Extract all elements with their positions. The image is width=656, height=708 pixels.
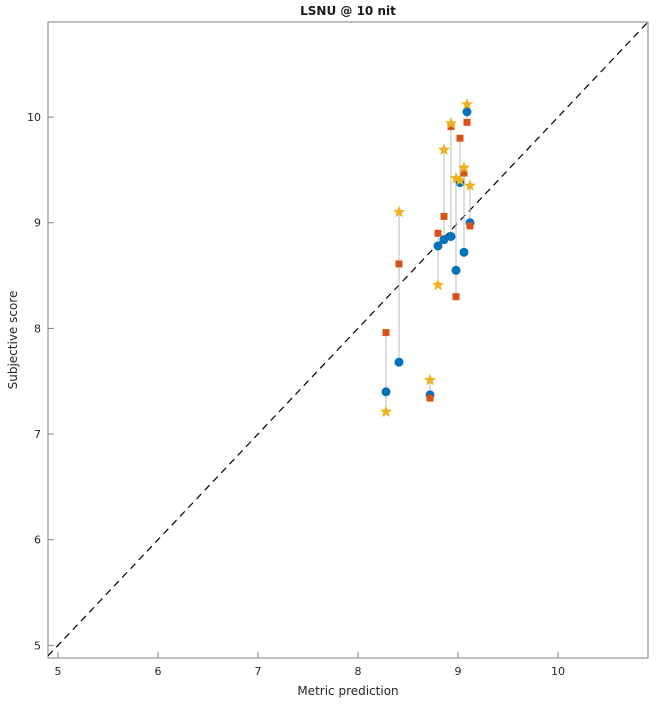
x-tick-label: 10 — [551, 665, 565, 678]
data-point-square — [447, 123, 455, 131]
data-point-star — [463, 179, 477, 192]
data-point-circle — [381, 387, 391, 397]
y-tick-label: 9 — [34, 217, 41, 230]
data-point-square — [440, 212, 448, 220]
data-point-circle — [462, 107, 472, 117]
x-tick-label: 7 — [255, 665, 262, 678]
data-point-square — [460, 169, 468, 177]
data-point-star — [437, 143, 451, 156]
x-tick-label: 6 — [155, 665, 162, 678]
data-point-star — [457, 161, 471, 174]
y-tick-label: 8 — [34, 322, 41, 335]
data-point-square — [434, 229, 442, 237]
data-point-circle — [451, 265, 461, 275]
y-tick-label: 7 — [34, 428, 41, 441]
data-point-square — [426, 394, 434, 402]
data-point-square — [452, 293, 460, 301]
data-point-star — [423, 373, 437, 386]
x-tick-label: 9 — [455, 665, 462, 678]
data-point-star — [460, 97, 474, 110]
data-point-star — [444, 116, 458, 129]
data-point-circle — [459, 247, 469, 257]
data-point-star — [392, 205, 406, 218]
data-point-circle — [439, 235, 449, 245]
x-tick-label: 8 — [355, 665, 362, 678]
y-tick-label: 6 — [34, 534, 41, 547]
data-point-star — [431, 278, 445, 291]
data-point-square — [382, 329, 390, 337]
data-point-circle — [446, 231, 456, 241]
axes-box — [47, 21, 649, 659]
x-axis-label: Metric prediction — [297, 684, 399, 698]
data-point-square — [395, 260, 403, 268]
data-point-square — [456, 134, 464, 142]
y-tick-label: 5 — [34, 639, 41, 652]
data-point-star — [379, 405, 393, 418]
data-point-circle — [394, 357, 404, 367]
data-point-star — [453, 173, 467, 186]
chart-title: LSNU @ 10 nit — [300, 4, 396, 18]
x-tick-label: 5 — [55, 665, 62, 678]
data-point-star — [449, 171, 463, 184]
data-point-circle — [433, 241, 443, 251]
data-point-square — [466, 222, 474, 230]
identity-line — [47, 21, 649, 657]
y-tick-label: 10 — [27, 111, 41, 124]
data-point-square — [463, 118, 471, 126]
